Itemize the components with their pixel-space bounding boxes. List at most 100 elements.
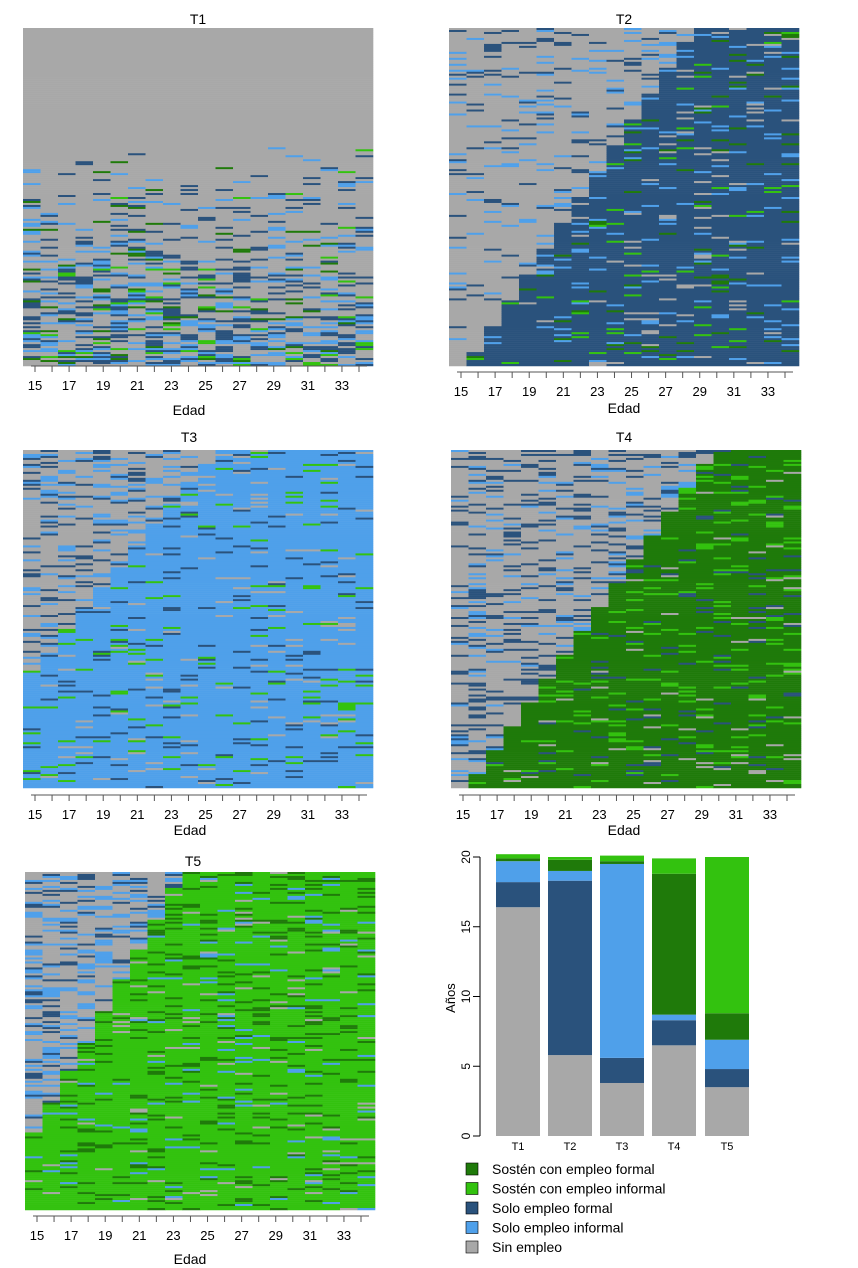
sequence-segment xyxy=(449,107,607,110)
sequence-segment xyxy=(355,714,374,717)
sequence-segment xyxy=(466,232,485,236)
sequence-segment xyxy=(215,218,234,222)
sequence-segment xyxy=(58,650,94,654)
sequence-segment xyxy=(110,250,129,253)
sequence-row xyxy=(23,463,374,467)
sequence-segment xyxy=(250,772,269,775)
sequence-row xyxy=(23,648,374,652)
sequence-segment xyxy=(320,453,339,457)
sequence-segment xyxy=(729,149,800,152)
sequence-segment xyxy=(449,290,520,293)
sequence-segment xyxy=(571,167,607,170)
sequence-segment xyxy=(198,752,321,755)
sequence-row xyxy=(449,139,800,142)
sequence-row xyxy=(451,611,802,614)
sequence-segment xyxy=(589,352,607,355)
sequence-segment xyxy=(23,774,41,777)
sequence-segment xyxy=(198,274,216,277)
sequence-segment xyxy=(93,483,111,487)
sequence-segment xyxy=(449,264,520,267)
sequence-row xyxy=(449,185,800,188)
sequence-segment xyxy=(285,280,304,283)
sequence-segment xyxy=(163,238,181,241)
sequence-segment xyxy=(606,161,800,164)
sequence-segment xyxy=(163,626,181,630)
sequence-segment xyxy=(571,286,590,289)
sequence-segment xyxy=(678,593,697,596)
sequence-row xyxy=(449,348,800,351)
sequence-row xyxy=(23,676,374,679)
sequence-segment xyxy=(591,619,767,622)
sequence-segment xyxy=(338,352,356,355)
age-tick-label: 29 xyxy=(267,378,281,393)
sequence-segment xyxy=(23,553,111,556)
sequence-segment xyxy=(23,720,76,723)
sequence-segment xyxy=(521,459,539,463)
sequence-segment xyxy=(93,258,111,261)
sequence-segment xyxy=(75,642,129,646)
sequence-segment xyxy=(589,234,800,238)
sequence-segment xyxy=(180,535,199,538)
sequence-segment xyxy=(198,511,374,514)
sequence-segment xyxy=(233,260,251,263)
sequence-segment xyxy=(163,497,181,500)
sequence-segment xyxy=(93,531,111,534)
sequence-segment xyxy=(519,111,555,114)
sequence-segment xyxy=(215,782,234,785)
sequence-segment xyxy=(180,185,199,188)
sequence-segment xyxy=(198,348,216,351)
sequence-segment xyxy=(23,477,41,481)
sequence-segment xyxy=(268,300,321,303)
sequence-segment xyxy=(58,469,76,473)
sequence-segment xyxy=(696,450,732,453)
sequence-segment xyxy=(198,567,374,570)
sequence-segment xyxy=(484,47,502,51)
sequence-segment xyxy=(145,515,164,518)
sequence-segment xyxy=(23,595,94,598)
sequence-segment xyxy=(23,634,41,638)
sequence-segment xyxy=(23,362,59,365)
sequence-segment xyxy=(484,248,502,251)
sequence-segment xyxy=(451,523,469,526)
sequence-segment xyxy=(93,595,164,598)
sequence-segment xyxy=(643,509,662,512)
sequence-segment xyxy=(40,642,59,646)
sequence-segment xyxy=(661,620,714,624)
sequence-segment xyxy=(163,286,181,289)
sequence-segment xyxy=(40,698,59,701)
sequence-segment xyxy=(128,515,146,518)
sequence-segment xyxy=(355,189,374,192)
sequence-segment xyxy=(554,167,572,170)
sequence-segment xyxy=(23,644,41,648)
sequence-segment xyxy=(503,595,574,598)
sequence-segment xyxy=(746,358,800,361)
sequence-segment xyxy=(571,115,590,118)
sequence-row xyxy=(451,533,802,536)
sequence-segment xyxy=(198,764,216,767)
sequence-segment xyxy=(766,611,802,614)
sequence-segment xyxy=(215,656,374,660)
sequence-segment xyxy=(746,43,782,47)
sequence-segment xyxy=(233,722,251,725)
sequence-segment xyxy=(93,286,111,289)
sequence-segment xyxy=(303,358,321,361)
sequence-segment xyxy=(23,533,41,536)
sequence-segment xyxy=(128,557,199,560)
sequence-segment xyxy=(285,585,304,588)
sequence-segment xyxy=(711,31,730,35)
sequence-segment xyxy=(338,668,356,671)
sequence-segment xyxy=(449,103,467,106)
sequence-segment xyxy=(641,280,660,283)
sequence-segment xyxy=(571,300,590,303)
sequence-segment xyxy=(128,642,146,646)
sequence-segment xyxy=(711,314,730,317)
sequence-segment xyxy=(501,43,555,47)
sequence-segment xyxy=(180,505,251,508)
sequence-row xyxy=(23,652,374,656)
sequence-segment xyxy=(40,183,304,186)
sequence-segment xyxy=(696,587,714,590)
sequence-segment xyxy=(215,489,374,492)
sequence-segment xyxy=(75,451,94,455)
sequence-row xyxy=(23,557,374,560)
sequence-segment xyxy=(766,551,802,554)
